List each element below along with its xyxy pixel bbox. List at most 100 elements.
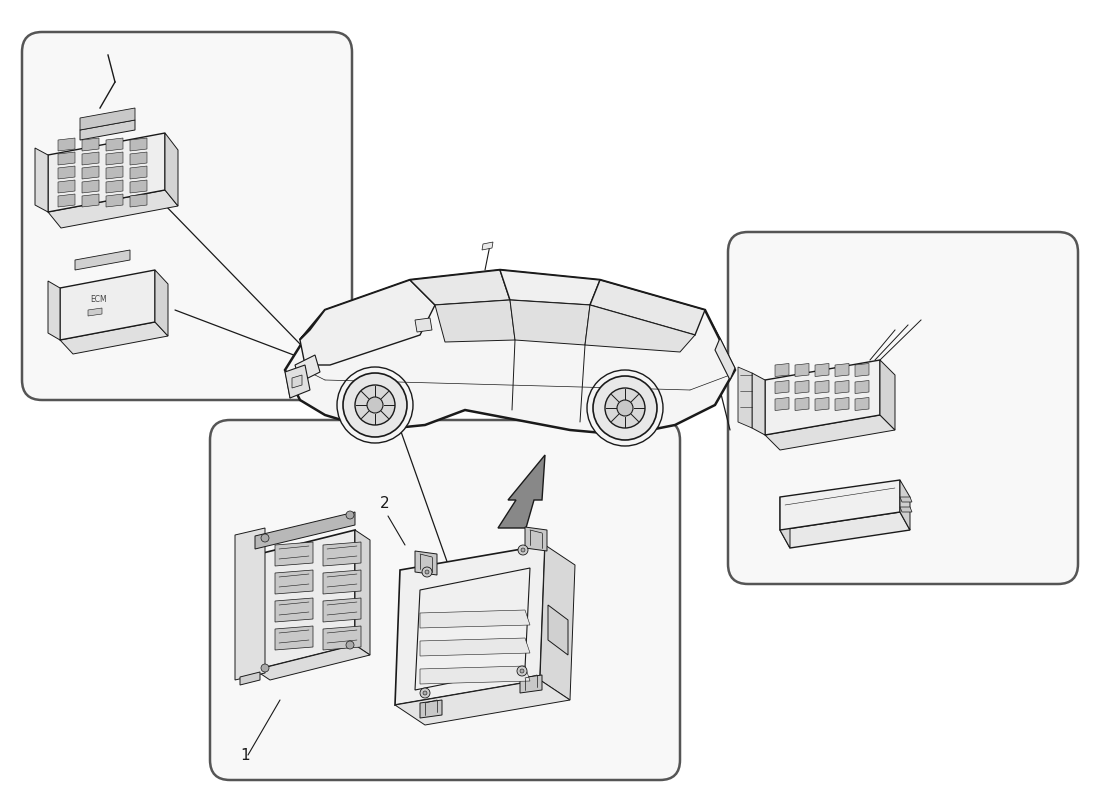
Polygon shape (764, 360, 880, 435)
Polygon shape (815, 398, 829, 410)
Polygon shape (585, 305, 695, 352)
Polygon shape (323, 626, 361, 650)
Circle shape (422, 567, 432, 577)
Polygon shape (355, 530, 370, 655)
Polygon shape (540, 545, 575, 700)
Circle shape (261, 534, 270, 542)
Polygon shape (395, 680, 570, 725)
Circle shape (520, 669, 524, 673)
Polygon shape (510, 300, 590, 345)
Polygon shape (420, 666, 530, 684)
Polygon shape (482, 242, 493, 250)
Polygon shape (275, 598, 314, 622)
Polygon shape (82, 166, 99, 179)
Polygon shape (780, 480, 900, 530)
FancyBboxPatch shape (22, 32, 352, 400)
Circle shape (346, 641, 354, 649)
Polygon shape (106, 180, 123, 193)
Polygon shape (525, 527, 547, 551)
Polygon shape (420, 638, 530, 656)
Polygon shape (323, 542, 361, 566)
Polygon shape (88, 308, 102, 316)
Circle shape (367, 397, 383, 413)
Polygon shape (900, 507, 912, 512)
Polygon shape (130, 194, 147, 207)
Polygon shape (58, 138, 75, 151)
Text: 2: 2 (379, 496, 389, 511)
Polygon shape (58, 180, 75, 193)
Polygon shape (738, 367, 752, 428)
Polygon shape (880, 360, 895, 430)
Polygon shape (235, 528, 265, 680)
Polygon shape (498, 455, 544, 528)
Circle shape (343, 373, 407, 437)
Polygon shape (82, 180, 99, 193)
Polygon shape (240, 672, 260, 685)
Polygon shape (255, 530, 355, 670)
Polygon shape (855, 398, 869, 410)
Polygon shape (835, 363, 849, 377)
Circle shape (518, 545, 528, 555)
Circle shape (425, 570, 429, 574)
Circle shape (587, 370, 663, 446)
Polygon shape (776, 363, 789, 377)
Polygon shape (106, 152, 123, 165)
Circle shape (605, 388, 645, 428)
Polygon shape (776, 398, 789, 410)
Polygon shape (764, 415, 895, 450)
Polygon shape (80, 120, 135, 140)
Circle shape (261, 664, 270, 672)
Polygon shape (165, 133, 178, 206)
Polygon shape (835, 381, 849, 394)
Circle shape (517, 666, 527, 676)
Polygon shape (60, 322, 168, 354)
Circle shape (355, 385, 395, 425)
Polygon shape (855, 381, 869, 394)
Polygon shape (48, 281, 60, 340)
Circle shape (337, 367, 412, 443)
Polygon shape (752, 373, 764, 435)
Polygon shape (255, 512, 355, 549)
Polygon shape (285, 365, 310, 398)
Polygon shape (48, 133, 165, 212)
Polygon shape (434, 300, 515, 342)
Polygon shape (60, 270, 155, 340)
Polygon shape (80, 108, 135, 130)
Polygon shape (275, 542, 314, 566)
Polygon shape (130, 152, 147, 165)
Polygon shape (500, 270, 600, 305)
Polygon shape (780, 497, 790, 548)
FancyBboxPatch shape (728, 232, 1078, 584)
Polygon shape (155, 270, 168, 336)
Polygon shape (35, 148, 48, 212)
Polygon shape (590, 280, 705, 335)
Polygon shape (548, 605, 568, 655)
Circle shape (593, 376, 657, 440)
Polygon shape (275, 626, 314, 650)
Polygon shape (420, 610, 530, 628)
Polygon shape (58, 166, 75, 179)
Polygon shape (520, 675, 542, 693)
Circle shape (424, 691, 427, 695)
Polygon shape (82, 194, 99, 207)
Circle shape (420, 688, 430, 698)
Polygon shape (106, 138, 123, 151)
Polygon shape (285, 270, 735, 435)
Polygon shape (82, 138, 99, 151)
FancyBboxPatch shape (210, 420, 680, 780)
Circle shape (346, 511, 354, 519)
Polygon shape (835, 398, 849, 410)
Polygon shape (420, 700, 442, 718)
Polygon shape (75, 250, 130, 270)
Polygon shape (295, 355, 320, 382)
Polygon shape (815, 381, 829, 394)
Polygon shape (106, 166, 123, 179)
Polygon shape (776, 381, 789, 394)
Polygon shape (58, 194, 75, 207)
Polygon shape (323, 598, 361, 622)
Polygon shape (292, 375, 302, 388)
Polygon shape (395, 545, 544, 705)
Polygon shape (82, 152, 99, 165)
Polygon shape (130, 180, 147, 193)
Polygon shape (275, 570, 314, 594)
